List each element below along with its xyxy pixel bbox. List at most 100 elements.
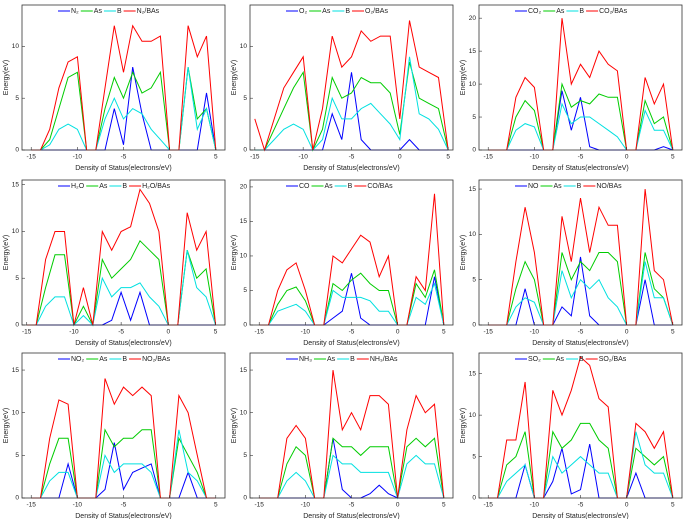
x-axis-label: Density of Status(electrons/eV) [303, 165, 400, 172]
legend-label: B [577, 183, 582, 190]
x-tick-label: -15 [250, 154, 260, 161]
x-tick-label: 0 [625, 154, 629, 161]
legend-label: N₂ [71, 8, 79, 15]
x-tick-label: -15 [255, 502, 265, 509]
legend-label: As [556, 356, 565, 363]
dos-curve [26, 188, 217, 326]
dos-curve [31, 67, 217, 151]
y-axis-label: Energy(eV) [231, 235, 238, 270]
x-tick-label: 5 [442, 502, 446, 509]
y-tick-label: 0 [15, 322, 19, 329]
x-tick-label: 5 [671, 502, 675, 509]
legend-label: As [94, 8, 103, 15]
dos-curve [259, 193, 445, 326]
y-axis-label: Energy(eV) [231, 408, 238, 443]
dos-curve [259, 454, 445, 500]
dos-curve [259, 273, 445, 326]
y-tick-label: 0 [15, 147, 19, 154]
dos-curve [31, 442, 216, 499]
x-tick-label: -5 [349, 329, 355, 336]
dos-curve [488, 18, 674, 151]
x-tick-label: -10 [530, 154, 540, 161]
x-tick-label: -10 [301, 502, 311, 509]
y-tick-label: 0 [243, 495, 247, 502]
x-tick-label: -15 [484, 502, 494, 509]
legend-label: CO₂/BAs [599, 8, 628, 15]
x-tick-label: -15 [484, 154, 494, 161]
legend-label: As [327, 356, 336, 363]
dos-curve [254, 20, 449, 152]
y-axis-label: Energy(eV) [231, 60, 238, 95]
x-tick-label: 0 [625, 329, 629, 336]
y-axis-label: Energy(eV) [3, 408, 10, 443]
dos-curve [488, 102, 674, 151]
y-tick-label: 10 [469, 412, 477, 419]
legend-label: B [348, 183, 353, 190]
x-axis-label: Density of Status(electrons/eV) [75, 165, 172, 172]
dos-curve [488, 431, 674, 499]
x-tick-label: 0 [398, 154, 402, 161]
x-tick-label: -10 [530, 329, 540, 336]
legend-label: SO₂ [528, 356, 541, 363]
y-tick-label: 0 [15, 495, 19, 502]
legend-label: As [325, 183, 334, 190]
x-tick-label: -10 [73, 502, 83, 509]
y-tick-label: 10 [240, 409, 248, 416]
dos-curve [488, 422, 674, 499]
y-tick-label: 15 [240, 218, 248, 225]
legend-label: H₂O/BAs [142, 183, 171, 190]
x-tick-label: 0 [396, 502, 400, 509]
y-tick-label: 20 [240, 184, 248, 191]
x-axis-label: Density of Status(electrons/eV) [75, 513, 172, 519]
y-tick-label: 10 [12, 228, 20, 235]
x-tick-label: 5 [442, 329, 446, 336]
x-tick-label: -5 [121, 502, 127, 509]
x-axis-label: Density of Status(electrons/eV) [75, 340, 172, 347]
y-axis-label: Energy(eV) [460, 60, 467, 95]
plot-frame [21, 179, 226, 326]
x-tick-label: -10 [530, 502, 540, 509]
y-tick-label: 15 [12, 181, 20, 188]
legend-label: CO₂ [528, 8, 542, 15]
dos-curve [254, 56, 449, 151]
dos-curve [488, 261, 674, 326]
dos-curve [259, 437, 445, 499]
x-tick-label: -5 [578, 329, 584, 336]
legend-label: NH₃ [299, 356, 312, 363]
legend-label: B [579, 356, 584, 363]
x-tick-label: 0 [625, 502, 629, 509]
x-tick-label: -5 [121, 154, 127, 161]
y-axis-label: Energy(eV) [460, 235, 467, 270]
y-tick-label: 20 [469, 15, 477, 22]
legend-label: O₂/BAs [365, 8, 388, 15]
plot-frame [21, 4, 226, 151]
y-tick-label: 10 [240, 253, 248, 260]
dos-curve [488, 256, 673, 326]
plot-frame [478, 352, 683, 499]
legend-label: CO/BAs [367, 183, 393, 190]
plot-frame [249, 352, 454, 499]
dos-curve [259, 282, 445, 326]
y-tick-label: 10 [469, 81, 477, 88]
dos-curve [31, 429, 216, 499]
legend-label: As [99, 356, 108, 363]
legend-label: B [117, 8, 122, 15]
dos-curve [31, 428, 216, 499]
plot-frame [478, 4, 683, 151]
legend-label: B [122, 183, 127, 190]
y-tick-label: 0 [243, 147, 247, 154]
legend-label: B [579, 8, 584, 15]
x-axis-label: Density of Status(electrons/eV) [532, 340, 629, 347]
y-tick-label: 15 [469, 370, 477, 377]
y-tick-label: 10 [12, 43, 20, 50]
y-tick-label: 5 [472, 453, 476, 460]
x-tick-label: -10 [69, 329, 79, 336]
y-axis-label: Energy(eV) [3, 60, 10, 95]
y-tick-label: 0 [472, 322, 476, 329]
legend-label: As [554, 183, 563, 190]
x-tick-label: 0 [168, 154, 172, 161]
x-tick-label: 5 [671, 154, 675, 161]
dos-curve [31, 24, 217, 151]
y-tick-label: 5 [243, 287, 247, 294]
dos-curve [31, 67, 217, 151]
